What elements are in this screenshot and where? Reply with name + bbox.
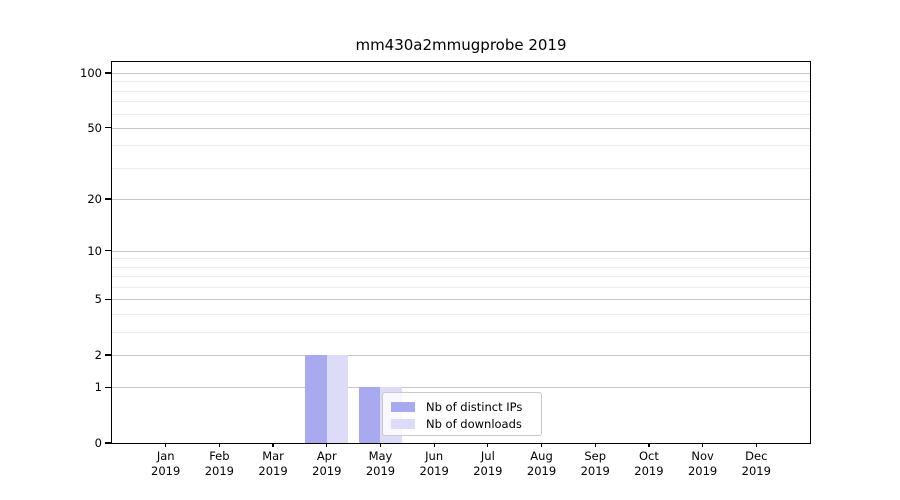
x-tick-label-aug: Aug 2019 <box>512 449 572 479</box>
y-tick-label: 100 <box>80 66 102 81</box>
x-tick-label-mar: Mar 2019 <box>243 449 303 479</box>
minor-gridline <box>112 101 810 103</box>
y-tick-mark <box>105 198 111 200</box>
x-tick-year: 2019 <box>741 464 771 478</box>
y-tick-label: 0 <box>94 436 102 450</box>
x-tick-month: Nov <box>691 449 714 463</box>
y-tick-label: 5 <box>94 292 102 307</box>
major-gridline <box>112 73 810 75</box>
major-gridline <box>112 198 810 200</box>
x-tick-mark <box>702 443 704 447</box>
y-tick-label: 50 <box>87 120 102 135</box>
x-tick-mark <box>540 443 543 447</box>
y-tick-label: 1 <box>94 380 102 395</box>
plot-area <box>111 61 811 444</box>
x-tick-mark <box>379 443 382 447</box>
major-gridline <box>112 354 810 356</box>
y-tick-label: 10 <box>87 243 102 258</box>
y-tick-mark <box>105 298 111 300</box>
x-tick-label-jul: Jul 2019 <box>458 449 518 479</box>
x-tick-label-apr: Apr 2019 <box>297 449 357 479</box>
y-tick-label: 20 <box>87 191 102 206</box>
y-tick-mark <box>105 354 111 356</box>
minor-gridline <box>112 331 810 333</box>
legend-label: Nb of distinct IPs <box>426 399 523 414</box>
x-tick-month: Jul <box>480 449 495 463</box>
x-tick-label-dec: Dec 2019 <box>726 449 786 479</box>
minor-gridline <box>112 276 810 278</box>
x-tick-month: Dec <box>745 449 768 463</box>
x-tick-year: 2019 <box>526 464 557 478</box>
x-tick-year: 2019 <box>634 464 664 478</box>
y-tick-mark <box>105 250 111 252</box>
gridlines-layer <box>112 62 810 443</box>
major-gridline <box>112 127 810 129</box>
bars-layer <box>112 62 810 443</box>
bar-nb-of-downloads-apr <box>326 354 349 443</box>
x-tick-mark <box>218 443 220 447</box>
y-tick-mark <box>105 127 111 129</box>
minor-gridline <box>112 81 810 83</box>
x-tick-year: 2019 <box>419 464 449 478</box>
x-tick-label-nov: Nov 2019 <box>673 449 733 479</box>
x-tick-label-sep: Sep 2019 <box>565 449 625 479</box>
minor-gridline <box>112 314 810 315</box>
x-tick-year: 2019 <box>258 464 288 478</box>
x-tick-month: Apr <box>316 449 337 463</box>
minor-gridline <box>112 287 810 289</box>
x-tick-mark <box>165 443 167 447</box>
legend-item-distinct-ips: Nb of distinct IPs <box>383 398 541 415</box>
x-tick-label-feb: Feb 2019 <box>189 449 249 479</box>
x-tick-label-jan: Jan 2019 <box>136 449 196 479</box>
downloads-swatch <box>391 418 415 429</box>
x-tick-mark <box>487 443 489 447</box>
x-tick-year: 2019 <box>151 464 181 478</box>
x-tick-year: 2019 <box>580 464 610 478</box>
minor-gridline <box>112 167 810 169</box>
x-tick-month: Sep <box>584 449 607 463</box>
chart-title: mm430a2mmugprobe 2019 <box>355 36 567 54</box>
x-tick-month: Aug <box>530 449 553 463</box>
legend-label: Nb of downloads <box>426 416 522 431</box>
x-tick-label-oct: Oct 2019 <box>619 449 679 479</box>
bar-nb-of-distinct-ips-apr <box>305 354 327 443</box>
y-tick-mark <box>105 386 111 389</box>
x-tick-mark <box>755 443 757 447</box>
x-tick-label-may: May 2019 <box>350 449 410 479</box>
x-tick-month: Jun <box>425 449 444 463</box>
x-tick-month: Mar <box>262 449 284 463</box>
legend: Nb of distinct IPs Nb of downloads <box>382 392 542 436</box>
x-tick-year: 2019 <box>687 464 718 478</box>
legend-item-downloads: Nb of downloads <box>383 415 541 432</box>
y-tick-label: 2 <box>94 347 102 362</box>
major-gridline <box>112 387 810 389</box>
x-tick-mark <box>326 443 328 447</box>
minor-gridline <box>112 113 810 115</box>
x-tick-mark <box>594 443 596 447</box>
bar-nb-of-distinct-ips-may <box>358 387 381 443</box>
x-tick-month: Jan <box>156 449 175 463</box>
distinct-ips-swatch <box>391 401 415 412</box>
x-tick-mark <box>433 443 435 447</box>
x-tick-year: 2019 <box>204 464 235 478</box>
x-tick-label-jun: Jun 2019 <box>404 449 464 479</box>
x-tick-year: 2019 <box>365 464 396 478</box>
minor-gridline <box>112 266 810 268</box>
major-gridline <box>112 250 810 252</box>
minor-gridline <box>112 258 810 260</box>
x-tick-mark <box>648 443 650 447</box>
x-tick-month: Oct <box>638 449 659 463</box>
y-tick-mark <box>105 72 111 74</box>
x-tick-month: May <box>368 449 393 463</box>
minor-gridline <box>112 90 810 92</box>
y-tick-mark <box>105 442 111 444</box>
minor-gridline <box>112 145 810 147</box>
x-tick-year: 2019 <box>312 464 342 478</box>
x-tick-mark <box>272 443 274 447</box>
x-tick-month: Feb <box>209 449 230 463</box>
x-tick-year: 2019 <box>473 464 503 478</box>
major-gridline <box>112 299 810 301</box>
